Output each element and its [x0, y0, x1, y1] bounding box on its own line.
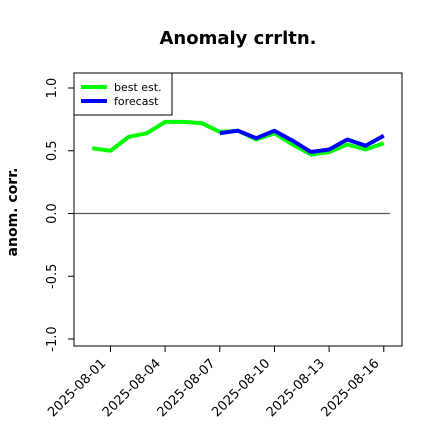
- series-line: [91, 119, 385, 157]
- plot-area-frame: [73, 72, 403, 347]
- y-tick-label: -1.0: [45, 326, 60, 351]
- chart-title: Anomaly crrltn.: [159, 28, 316, 49]
- legend-label: forecast: [114, 95, 159, 108]
- y-axis: -1.0 -0.5 0.0 0.5 1.0: [45, 78, 74, 352]
- y-axis-label: anom. corr.: [5, 168, 21, 257]
- y-tick-label: 1.0: [45, 78, 60, 99]
- legend: best est.forecast: [73, 72, 173, 116]
- legend-box: [73, 72, 173, 116]
- y-tick-label: 0.5: [45, 140, 60, 161]
- x-axis: 2025-08-012025-08-042025-08-072025-08-10…: [45, 346, 385, 420]
- y-tick-label: 0.0: [45, 203, 60, 224]
- legend-label: best est.: [114, 81, 162, 94]
- series-line: [219, 128, 385, 154]
- x-tick-label: 2025-08-16: [319, 356, 383, 420]
- y-tick-label: -0.5: [45, 264, 60, 289]
- series-lines: [91, 119, 385, 157]
